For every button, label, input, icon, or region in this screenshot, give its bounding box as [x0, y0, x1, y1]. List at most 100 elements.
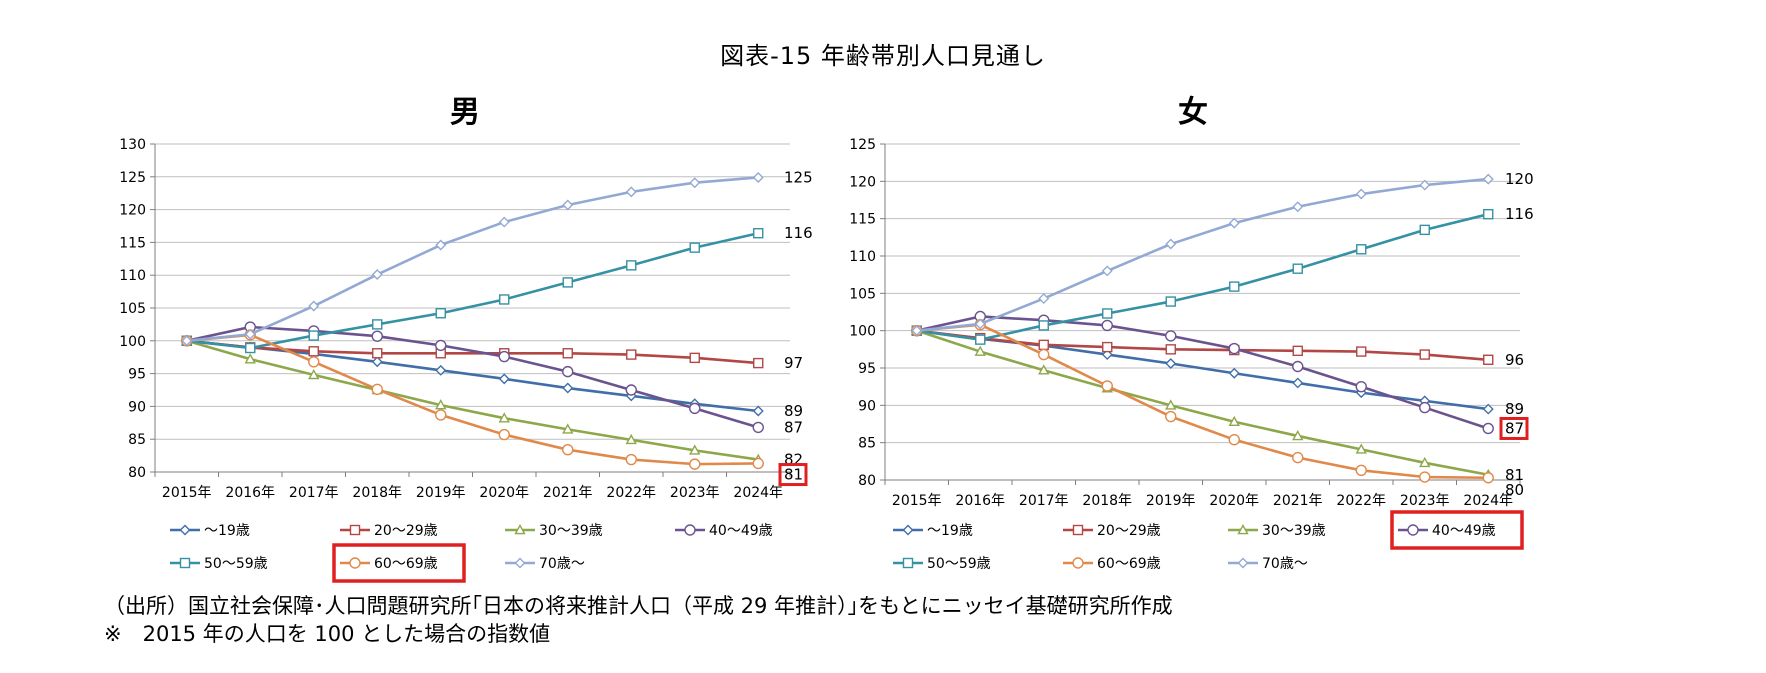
y-tick-label: 100 — [119, 334, 146, 350]
y-tick-label: 90 — [128, 399, 146, 415]
data-point — [1355, 188, 1367, 200]
y-tick-label: 85 — [128, 432, 146, 448]
series-line — [916, 329, 1489, 362]
x-tick-label: 2021年 — [543, 485, 593, 501]
end-label: 80 — [1505, 481, 1524, 499]
y-tick-label: 125 — [849, 137, 876, 153]
x-tick-label: 2017年 — [289, 485, 339, 501]
series-line — [916, 212, 1489, 341]
y-tick-label: 110 — [849, 249, 876, 265]
data-point — [1482, 403, 1494, 415]
legend-marker — [1237, 524, 1249, 535]
data-point — [1165, 410, 1177, 423]
legend-label: 50～59歳 — [927, 556, 991, 572]
series-line — [186, 325, 759, 429]
data-point — [498, 412, 510, 423]
x-tick-label: 2022年 — [1336, 493, 1386, 509]
y-tick-label: 125 — [119, 170, 146, 186]
data-point — [625, 186, 637, 198]
end-label: 97 — [784, 354, 803, 372]
legend-marker — [179, 557, 191, 569]
legend-highlight-box — [332, 543, 466, 583]
data-point — [1355, 443, 1367, 454]
data-point — [1038, 293, 1050, 305]
legend-label: 70歳～ — [1262, 556, 1308, 572]
legend-label: 70歳～ — [539, 556, 585, 572]
x-tick-label: 2024年 — [1463, 493, 1513, 509]
data-point — [435, 409, 447, 421]
data-point — [1038, 348, 1050, 361]
legend-highlight-box — [1390, 510, 1524, 550]
end-label: 96 — [1505, 351, 1524, 369]
data-point — [498, 373, 510, 385]
data-point — [562, 443, 574, 456]
data-point — [1165, 296, 1176, 307]
series-50-59 — [911, 208, 1494, 345]
data-point — [753, 228, 764, 239]
data-point — [435, 364, 447, 376]
data-point — [1292, 201, 1304, 213]
x-tick-label: 2022年 — [606, 485, 656, 501]
x-tick-label: 2024年 — [733, 485, 783, 501]
data-point — [1292, 430, 1304, 441]
legend-item-60-69: 60～69歳 — [332, 543, 466, 583]
data-point — [975, 334, 986, 345]
data-point — [1102, 341, 1113, 353]
data-point — [498, 350, 510, 363]
legend-marker — [1072, 557, 1084, 569]
y-tick-label: 80 — [128, 465, 146, 481]
x-tick-label: 2023年 — [670, 485, 720, 501]
legend-marker — [1407, 524, 1419, 536]
data-point — [1419, 471, 1431, 483]
end-label: 87 — [784, 418, 803, 436]
end-label: 87 — [1505, 419, 1524, 437]
data-point — [371, 356, 383, 368]
data-point — [1419, 349, 1430, 360]
data-point — [1101, 319, 1113, 332]
end-label: 81 — [1505, 466, 1524, 484]
data-point — [689, 177, 701, 189]
legend-marker — [514, 524, 526, 535]
data-point — [689, 444, 701, 455]
y-tick-label: 120 — [119, 203, 146, 219]
x-tick-label: 2016年 — [225, 485, 275, 501]
data-point — [752, 171, 764, 183]
end-label: 116 — [784, 224, 813, 242]
legend-label: 50～59歳 — [204, 556, 268, 572]
data-point — [1038, 364, 1050, 375]
data-point — [1483, 354, 1494, 365]
series-line — [186, 176, 759, 343]
data-point — [625, 453, 637, 466]
data-point — [625, 433, 637, 445]
data-point — [1356, 244, 1367, 255]
legend-marker — [1237, 557, 1249, 569]
data-point — [1101, 349, 1113, 361]
data-point — [435, 308, 446, 319]
data-point — [752, 457, 764, 470]
x-tick-label: 2015年 — [162, 485, 212, 501]
data-point — [181, 335, 193, 347]
data-point — [308, 330, 319, 341]
data-point — [1165, 399, 1177, 410]
series-line — [916, 177, 1489, 332]
legend-item-30-39: 30～39歳 — [1228, 523, 1326, 539]
data-point — [1482, 472, 1494, 484]
data-point — [1228, 367, 1240, 379]
data-point — [689, 352, 700, 364]
data-point — [308, 346, 319, 357]
data-point — [1419, 224, 1430, 236]
y-tick-label: 90 — [858, 398, 876, 414]
legend-item-50-59: 50～59歳 — [170, 556, 268, 572]
data-point — [689, 242, 700, 253]
data-point — [435, 339, 447, 352]
legend-item-20-29: 20～29歳 — [340, 523, 438, 539]
legend-marker — [902, 524, 914, 536]
legend-marker — [349, 524, 361, 536]
y-tick-label: 115 — [849, 212, 876, 228]
data-point — [1101, 380, 1113, 392]
legend-label: 40～49歳 — [1432, 523, 1496, 539]
legend-marker — [902, 557, 914, 569]
series-line — [186, 231, 759, 350]
data-point — [974, 318, 986, 330]
legend-item-30-39: 30～39歳 — [505, 523, 603, 539]
